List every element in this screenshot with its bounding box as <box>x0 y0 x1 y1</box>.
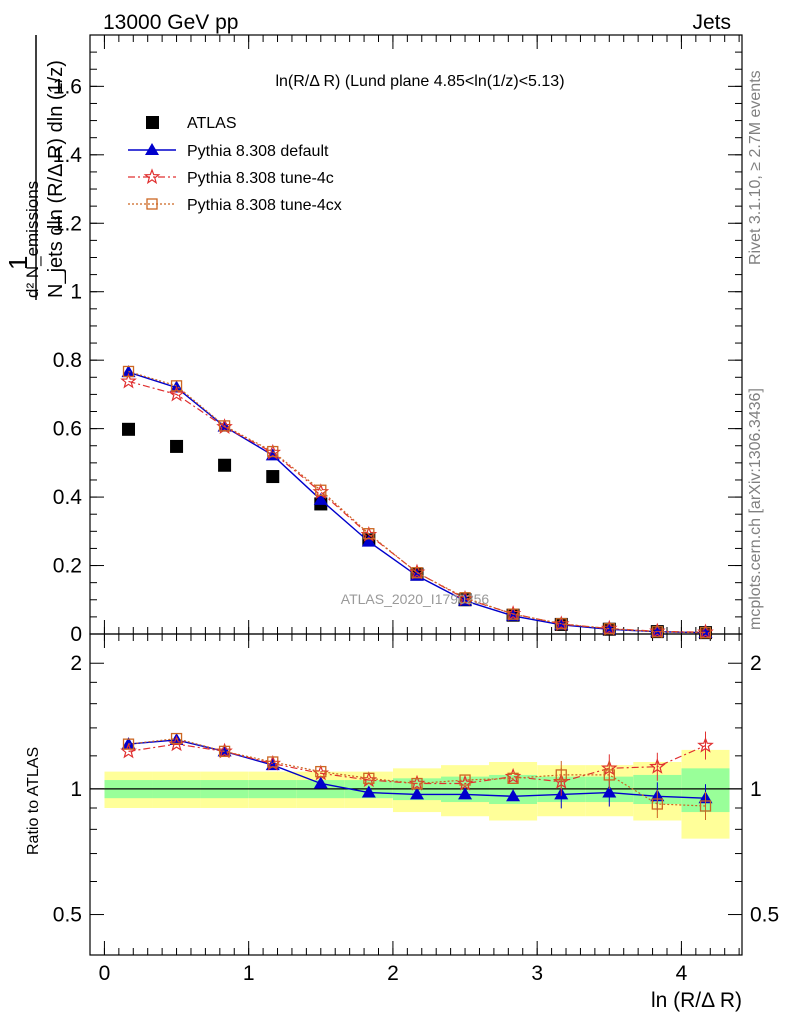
main-point-3-5 <box>363 528 375 540</box>
main-panel-series <box>120 365 714 640</box>
main-series-3 <box>122 365 712 639</box>
main-point-1-0 <box>121 365 136 378</box>
main-point-0-2 <box>218 458 232 472</box>
ratio-panel-axes: 0.5 0.5 1 1 2 2 0 1 2 3 4 <box>53 633 779 985</box>
plot-title: ln(R/Δ R) (Lund plane 4.85<ln(1/z)<5.13) <box>275 73 564 90</box>
main-point-3-2 <box>218 420 231 432</box>
main-point-3-1 <box>170 380 183 392</box>
main-series-line-2 <box>128 380 706 633</box>
ratio-point-1-12 <box>697 736 714 753</box>
main-point-2-0 <box>120 372 137 389</box>
y-title-numerator: 1 <box>3 256 33 270</box>
main-point-0-3 <box>266 470 280 484</box>
ratio-panel-series <box>120 731 714 820</box>
ratio-point-2-11 <box>651 798 663 810</box>
main-point-3-3 <box>267 445 279 458</box>
ratio-y-tick-label-1: 1 <box>70 778 82 801</box>
main-y-tick-label-2: 0.4 <box>53 486 83 509</box>
ratio-point-2-9 <box>555 769 567 781</box>
header-left-label: 13000 GeV pp <box>103 11 238 34</box>
ratio-y-tick-label-right-0: 0.5 <box>750 904 779 927</box>
x-tick-label-0: 0 <box>99 962 111 985</box>
main-y-tick-label-7: 1.4 <box>53 144 83 167</box>
legend-label-default: Pythia 8.308 default <box>187 143 329 160</box>
main-point-0-1 <box>170 439 184 453</box>
main-y-axis-title: 1 N_jets dln (R/Δ R) dln (1/z) d² N_emis… <box>3 35 67 300</box>
ratio-point-2-6 <box>411 777 423 790</box>
main-y-tick-label-6: 1.2 <box>53 212 82 235</box>
main-y-tick-label-4: 0.8 <box>53 349 82 372</box>
rivet-version-label: Rivet 3.1.10, ≥ 2.7M events <box>747 70 764 265</box>
main-point-3-10 <box>603 623 615 635</box>
ratio-point-2-10 <box>603 769 615 781</box>
x-tick-label-3: 3 <box>531 962 543 985</box>
ratio-frame <box>89 633 743 956</box>
x-axis-title: ln (R/Δ R) <box>651 989 742 1012</box>
ratio-y-tick-label-right-1: 1 <box>750 778 762 801</box>
ratio-point-0-6 <box>410 787 425 800</box>
ratio-point-2-4 <box>315 765 327 778</box>
ratio-point-0-5 <box>361 785 376 798</box>
main-point-3-12 <box>699 627 712 639</box>
legend-label-atlas: ATLAS <box>187 115 237 132</box>
ratio-point-2-2 <box>218 745 231 758</box>
ratio-point-2-12 <box>699 800 712 812</box>
ratio-point-2-0 <box>122 738 135 750</box>
legend: ATLAS Pythia 8.308 default Pythia 8.308 … <box>128 115 342 214</box>
main-point-2-1 <box>168 385 185 402</box>
x-tick-label-1: 1 <box>243 962 255 985</box>
main-y-tick-label-3: 0.6 <box>53 418 82 441</box>
mcplots-source-label: mcplots.cern.ch [arXiv:1306.3436] <box>747 388 764 630</box>
legend-marker-atlas <box>146 116 159 129</box>
main-y-tick-label-8: 1.6 <box>53 75 82 98</box>
legend-marker-tune4c <box>143 168 161 185</box>
legend-label-tune4c: Pythia 8.308 tune-4c <box>187 170 334 187</box>
ratio-point-0-4 <box>313 776 328 789</box>
main-point-0-0 <box>122 422 136 436</box>
header-right-label: Jets <box>692 11 731 34</box>
main-point-3-0 <box>122 365 135 378</box>
legend-marker-default <box>145 143 159 155</box>
ratio-point-2-8 <box>507 772 519 784</box>
ratio-series-2 <box>122 732 712 820</box>
ratio-y-axis-title: Ratio to ATLAS <box>25 747 42 855</box>
ratio-y-tick-label-right-2: 2 <box>750 652 762 675</box>
watermark-label: ATLAS_2020_I1790256 <box>341 591 490 607</box>
ratio-point-0-7 <box>458 787 473 800</box>
ratio-y-tick-label-2: 2 <box>70 652 82 675</box>
main-point-3-11 <box>651 626 663 638</box>
ratio-point-2-3 <box>267 756 279 768</box>
main-point-3-6 <box>411 567 423 579</box>
main-point-1-4 <box>313 492 328 505</box>
x-tick-label-4: 4 <box>676 962 688 985</box>
y-title-denominator-a: N_jets dln (R/Δ R) dln (1/z) <box>45 60 67 298</box>
main-point-3-9 <box>555 618 567 630</box>
main-point-3-7 <box>459 592 471 604</box>
ratio-point-1-11 <box>649 757 666 774</box>
main-point-3-8 <box>507 608 519 620</box>
main-y-tick-label-1: 0.2 <box>53 555 82 578</box>
ratio-point-0-8 <box>506 789 521 802</box>
main-point-1-5 <box>361 534 376 547</box>
ratio-point-2-1 <box>170 732 183 745</box>
ratio-point-0-10 <box>602 785 617 798</box>
main-y-tick-label-5: 1 <box>70 281 82 304</box>
ratio-point-2-5 <box>363 772 375 784</box>
y-title-denominator-b: d² N_emissions <box>23 181 42 298</box>
ratio-y-tick-label-0: 0.5 <box>53 904 82 927</box>
legend-label-tune4cx: Pythia 8.308 tune-4cx <box>187 197 342 214</box>
legend-marker-tune4cx <box>146 198 158 210</box>
main-point-3-4 <box>315 484 327 496</box>
main-series-line-3 <box>128 370 706 634</box>
x-tick-label-2: 2 <box>387 962 399 985</box>
main-y-tick-label-0: 0 <box>70 623 82 646</box>
ratio-point-2-7 <box>459 774 471 786</box>
